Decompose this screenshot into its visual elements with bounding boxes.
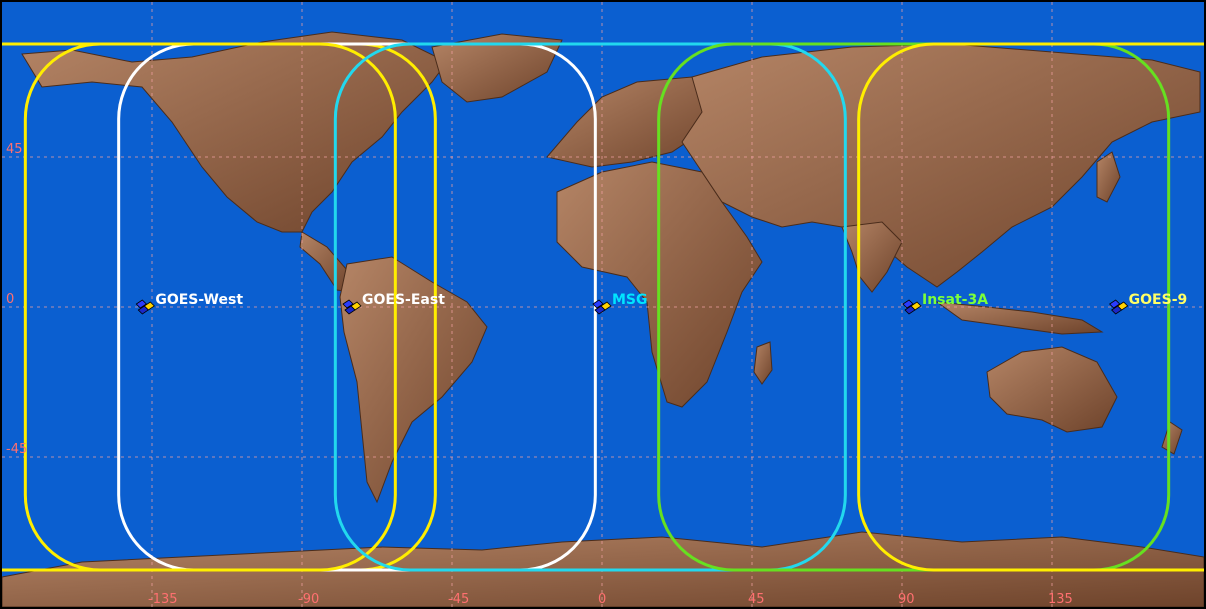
satellites: GOES-West GOES-East MSG Insat-3A GOES-9	[135, 292, 1188, 315]
satellite-label: Insat-3A	[922, 292, 988, 308]
satellite-label: GOES-East	[362, 292, 445, 308]
asia	[681, 43, 1201, 288]
satellite-icon	[342, 299, 362, 315]
latitude-label: 45	[6, 142, 23, 157]
satellite-goes-east[interactable]: GOES-East	[342, 292, 445, 315]
madagascar	[753, 341, 773, 385]
coverage-footprint-goes-west-white	[117, 42, 597, 572]
satellite-icon	[592, 299, 612, 315]
satellite-insat-3a[interactable]: Insat-3A	[902, 292, 988, 315]
longitude-label: 45	[748, 592, 765, 607]
satellite-goes-9[interactable]: GOES-9	[1109, 292, 1188, 315]
longitude-label: -45	[448, 592, 469, 607]
japan	[1096, 151, 1121, 203]
india	[841, 221, 903, 293]
satellite-msg[interactable]: MSG	[592, 292, 648, 315]
new-zealand	[1161, 421, 1183, 455]
longitude-label: 90	[898, 592, 915, 607]
latitude-label: 0	[6, 292, 14, 307]
longitude-label: 0	[598, 592, 606, 607]
coverage-footprint-goes-east	[23, 42, 397, 572]
axis-labels: -135 -90 -45 0 45 90 135 45 0 -45	[6, 142, 1073, 607]
satellite-label: GOES-West	[155, 292, 243, 308]
greenland	[431, 33, 563, 103]
coverage-footprint-msg	[333, 42, 847, 572]
satellite-icon	[1109, 299, 1129, 315]
satellite-icon	[902, 299, 922, 315]
longitude-label: 135	[1048, 592, 1073, 607]
satellite-icon	[135, 299, 155, 315]
coverage-footprint-insat-3a	[657, 42, 1171, 572]
longitude-label: -135	[148, 592, 178, 607]
satellite-label: MSG	[612, 292, 648, 308]
coverage-footprints	[2, 42, 1204, 572]
south-america	[339, 256, 488, 504]
indonesia	[935, 301, 1104, 335]
satellite-goes-west[interactable]: GOES-West	[135, 292, 243, 315]
longitude-label: -90	[298, 592, 319, 607]
latitude-label: -45	[6, 442, 27, 457]
satellite-label: GOES-9	[1129, 292, 1188, 308]
coverage-footprint-goes-9	[857, 42, 1204, 572]
